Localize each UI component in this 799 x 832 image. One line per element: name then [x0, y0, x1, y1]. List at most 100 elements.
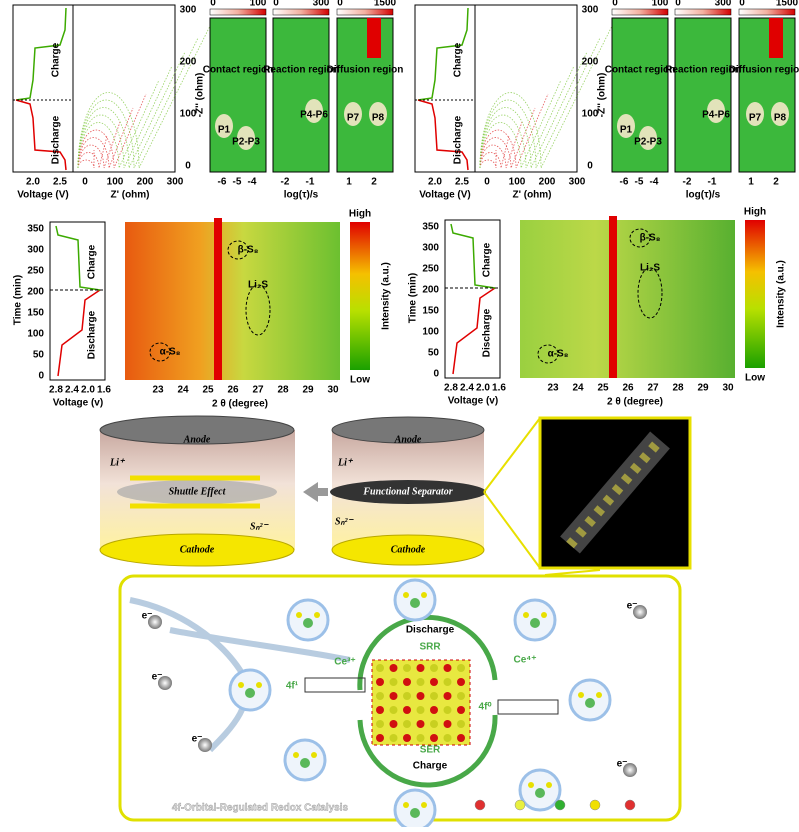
peak-label: P8	[372, 113, 385, 124]
x-tick-label: -6	[218, 177, 227, 188]
center-label: Functional Separator	[362, 486, 452, 497]
feature-circle	[537, 344, 559, 364]
nyquist-arc	[479, 65, 575, 169]
ceo2-cube	[371, 659, 471, 746]
time-plot	[444, 219, 501, 379]
nyquist-arc	[479, 107, 536, 169]
nyquist-arc	[77, 150, 95, 169]
anode-label: Anode	[183, 434, 211, 445]
lattice-atom	[443, 720, 452, 728]
anode-disk	[99, 415, 295, 445]
drt-peak	[639, 126, 657, 150]
axis-label: Time (min)	[408, 273, 419, 323]
lattice-atom	[430, 664, 438, 672]
peak-label: P8	[774, 113, 787, 124]
nyquist-arc	[77, 51, 186, 169]
x-tick-label: 28	[672, 383, 684, 394]
lattice-atom	[443, 734, 452, 742]
f-orbital-box	[497, 699, 559, 715]
lattice-atom	[403, 664, 411, 672]
axis-label: Voltage (v)	[53, 398, 103, 409]
x-tick-label: 2.8	[444, 383, 458, 394]
x-tick-label: -4	[650, 177, 659, 188]
separator-cylinder: Anode Li⁺ Functional Separator Sₙ²⁻ Cath…	[330, 416, 486, 566]
y-tick-label: 250	[422, 264, 439, 275]
nyquist-arc	[77, 79, 160, 169]
x-tick-label: -6	[620, 177, 629, 188]
electron-label: e⁻	[192, 734, 203, 745]
x-tick-label: 2	[371, 177, 377, 188]
y-tick-label: 200	[27, 287, 44, 298]
transition-arrow	[303, 482, 328, 502]
f-orbital-box	[304, 677, 366, 693]
nyquist-arc	[479, 79, 562, 169]
colorbar	[336, 8, 394, 16]
x-tick-label: -5	[635, 177, 644, 188]
x-tick-label: 24	[177, 385, 189, 396]
y-tick-label: 150	[27, 308, 44, 319]
electron-label: e⁻	[627, 601, 638, 612]
drt-peak	[617, 114, 635, 138]
zoom-lines	[483, 417, 541, 569]
feature-label: α-S₈	[548, 349, 569, 360]
colorbar	[738, 8, 796, 16]
x-tick-label: 29	[697, 383, 709, 394]
lattice-atom	[389, 678, 398, 686]
colorbar-label: 0	[337, 0, 343, 9]
intermediate-atom	[541, 612, 547, 618]
y-tick-label: 50	[33, 350, 45, 361]
axis-label: 2 θ (degree)	[212, 399, 268, 410]
peak-label: P4-P6	[300, 110, 328, 121]
y2-tick-label: 200	[582, 57, 599, 68]
drt-peak	[237, 126, 255, 150]
x-tick-label: 200	[137, 177, 154, 188]
lattice-atom	[416, 692, 425, 700]
x-tick-label: 2.0	[26, 177, 40, 188]
x-tick-label: 27	[647, 383, 659, 394]
lattice-atom	[416, 664, 425, 672]
intermediate-atom	[403, 592, 409, 598]
colorbar-label: 100	[652, 0, 669, 9]
drt-peak	[215, 114, 233, 138]
lattice-atom	[416, 678, 425, 686]
x-tick-label: -5	[233, 177, 242, 188]
charge-curve	[417, 7, 469, 101]
electron	[623, 763, 637, 777]
polysulfide-label: Sₙ²⁻	[250, 521, 270, 532]
drt-map	[272, 17, 330, 173]
electron	[198, 738, 212, 752]
cathode-disk	[99, 533, 295, 567]
ion-label: Li⁺	[109, 457, 126, 468]
zoom-link	[544, 569, 601, 576]
electrode-branch	[129, 597, 351, 753]
x-tick-label: 27	[252, 385, 264, 396]
y-tick-label: 350	[422, 222, 439, 233]
intermediate-atom	[596, 692, 602, 698]
lattice-atom	[430, 734, 438, 742]
y-tick-label: 0	[38, 371, 44, 382]
lattice-atom	[403, 734, 411, 742]
x-tick-label: 2.4	[460, 383, 474, 394]
colorbar-label: High	[349, 209, 371, 220]
drt-peak	[344, 102, 362, 126]
heatmap	[125, 222, 340, 380]
nyquist-plot	[474, 4, 578, 173]
charge-label: Charge	[87, 244, 98, 279]
axis-label: Voltage (V)	[17, 190, 68, 201]
discharge-curve	[57, 289, 101, 377]
legend-icon	[589, 799, 601, 811]
colorbar-label: 0	[739, 0, 745, 9]
colorbar-label: 1500	[776, 0, 799, 9]
colorbar	[745, 220, 765, 368]
x-tick-label: 30	[327, 385, 339, 396]
charge-label: Charge	[51, 42, 62, 77]
separator-disk	[330, 480, 486, 504]
discharge-curve	[15, 99, 67, 171]
intermediate-atom	[245, 688, 255, 698]
colorbar-label: Low	[350, 375, 370, 386]
colorbar-label: 300	[313, 0, 330, 9]
electron-label: e⁻	[152, 672, 163, 683]
colorbar-label: Low	[745, 373, 765, 384]
discharge-label: Discharge	[87, 310, 98, 359]
lattice-atom	[430, 720, 438, 728]
